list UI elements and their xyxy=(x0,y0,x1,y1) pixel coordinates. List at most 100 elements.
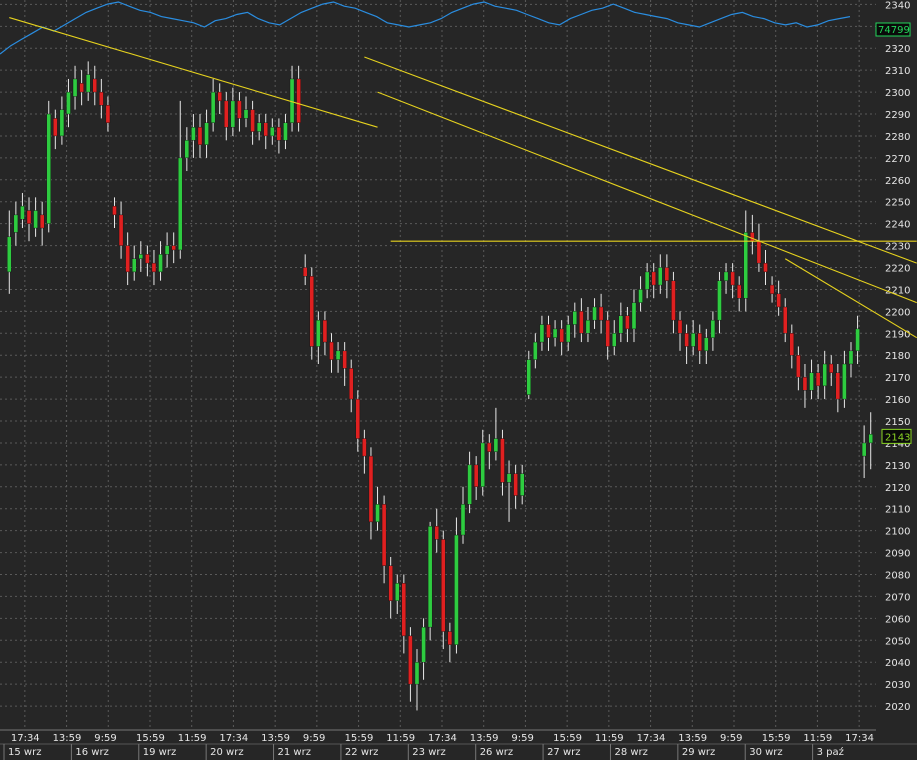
candle-body[interactable] xyxy=(454,534,459,645)
candle-body[interactable] xyxy=(263,122,268,137)
candle-body[interactable] xyxy=(500,438,505,483)
candle-body[interactable] xyxy=(59,109,65,137)
candle-body[interactable] xyxy=(414,662,420,685)
candle-body[interactable] xyxy=(33,210,38,229)
candle-body[interactable] xyxy=(46,113,51,224)
candle-body[interactable] xyxy=(822,363,827,387)
candle-body[interactable] xyxy=(243,109,249,119)
candle-body[interactable] xyxy=(855,328,860,352)
candle-body[interactable] xyxy=(861,442,867,457)
candle-body[interactable] xyxy=(197,126,203,145)
candle-body[interactable] xyxy=(592,306,597,321)
candle-body[interactable] xyxy=(421,626,426,663)
candle-body[interactable] xyxy=(730,271,735,286)
candle-body[interactable] xyxy=(467,464,472,505)
candle-body[interactable] xyxy=(125,245,130,273)
candle-body[interactable] xyxy=(250,109,255,132)
candle-body[interactable] xyxy=(316,319,321,347)
candle-body[interactable] xyxy=(302,267,308,277)
candle-body[interactable] xyxy=(112,205,117,216)
candle-body[interactable] xyxy=(53,118,58,137)
candle-body[interactable] xyxy=(355,398,361,439)
trendline[interactable] xyxy=(784,258,917,339)
candle-body[interactable] xyxy=(697,333,702,352)
candle-body[interactable] xyxy=(480,442,485,487)
candle-body[interactable] xyxy=(750,232,755,242)
candle-body[interactable] xyxy=(868,433,873,444)
candle-body[interactable] xyxy=(519,473,525,496)
candle-body[interactable] xyxy=(217,91,222,102)
candle-body[interactable] xyxy=(743,232,749,299)
candle-body[interactable] xyxy=(684,333,689,347)
candle-body[interactable] xyxy=(690,333,696,347)
candle-body[interactable] xyxy=(796,355,801,378)
candle-body[interactable] xyxy=(473,464,479,487)
candle-body[interactable] xyxy=(815,372,821,387)
candle-body[interactable] xyxy=(756,241,762,264)
candle-body[interactable] xyxy=(296,78,301,123)
candle-body[interactable] xyxy=(664,267,670,281)
candle-body[interactable] xyxy=(710,319,716,338)
candle-body[interactable] xyxy=(559,328,564,343)
candle-body[interactable] xyxy=(105,105,111,123)
candle-body[interactable] xyxy=(99,91,104,106)
candle-body[interactable] xyxy=(224,100,229,128)
candle-body[interactable] xyxy=(776,293,781,308)
candle-body[interactable] xyxy=(441,539,446,632)
candle-body[interactable] xyxy=(829,363,834,373)
candle-body[interactable] xyxy=(164,245,170,255)
candle-body[interactable] xyxy=(809,372,814,391)
candle-body[interactable] xyxy=(7,236,12,273)
candle-body[interactable] xyxy=(237,100,242,119)
candle-body[interactable] xyxy=(276,126,282,141)
candle-body[interactable] xyxy=(348,368,354,400)
candle-body[interactable] xyxy=(427,526,433,628)
candle-body[interactable] xyxy=(329,341,334,360)
candle-body[interactable] xyxy=(381,504,387,566)
candle-body[interactable] xyxy=(552,328,558,338)
candle-body[interactable] xyxy=(493,438,499,452)
candle-body[interactable] xyxy=(487,442,492,452)
candle-body[interactable] xyxy=(204,122,209,145)
candle-body[interactable] xyxy=(184,140,190,159)
candle-body[interactable] xyxy=(644,271,650,290)
candle-body[interactable] xyxy=(434,526,439,540)
candle-body[interactable] xyxy=(230,100,236,128)
candle-body[interactable] xyxy=(612,333,617,347)
candle-body[interactable] xyxy=(171,245,176,251)
trendline[interactable] xyxy=(364,56,917,264)
candle-body[interactable] xyxy=(782,306,788,334)
candle-body[interactable] xyxy=(625,315,630,330)
candle-body[interactable] xyxy=(677,319,683,334)
candle-body[interactable] xyxy=(585,319,591,334)
candle-body[interactable] xyxy=(342,350,347,369)
candle-body[interactable] xyxy=(210,91,216,123)
candle-body[interactable] xyxy=(72,78,78,97)
candle-body[interactable] xyxy=(526,359,532,395)
candle-body[interactable] xyxy=(401,583,407,637)
candle-body[interactable] xyxy=(565,324,571,343)
candle-body[interactable] xyxy=(322,319,328,343)
candle-body[interactable] xyxy=(283,122,288,141)
candle-body[interactable] xyxy=(842,363,847,400)
candle-body[interactable] xyxy=(723,271,729,281)
candle-body[interactable] xyxy=(460,504,466,536)
trendline[interactable] xyxy=(377,91,917,304)
candle-body[interactable] xyxy=(362,438,367,457)
candle-body[interactable] xyxy=(270,126,275,137)
candle-body[interactable] xyxy=(26,210,32,224)
candle-body[interactable] xyxy=(375,504,380,523)
candle-body[interactable] xyxy=(598,306,604,321)
candle-body[interactable] xyxy=(13,214,19,233)
candle-body[interactable] xyxy=(848,350,854,365)
candle-body[interactable] xyxy=(85,74,91,93)
candle-body[interactable] xyxy=(118,214,124,246)
candle-body[interactable] xyxy=(92,78,98,93)
candle-body[interactable] xyxy=(736,284,742,299)
candle-body[interactable] xyxy=(631,302,637,330)
candle-body[interactable] xyxy=(769,284,775,295)
candle-body[interactable] xyxy=(151,262,157,273)
candle-body[interactable] xyxy=(191,126,196,141)
candle-body[interactable] xyxy=(651,271,656,286)
